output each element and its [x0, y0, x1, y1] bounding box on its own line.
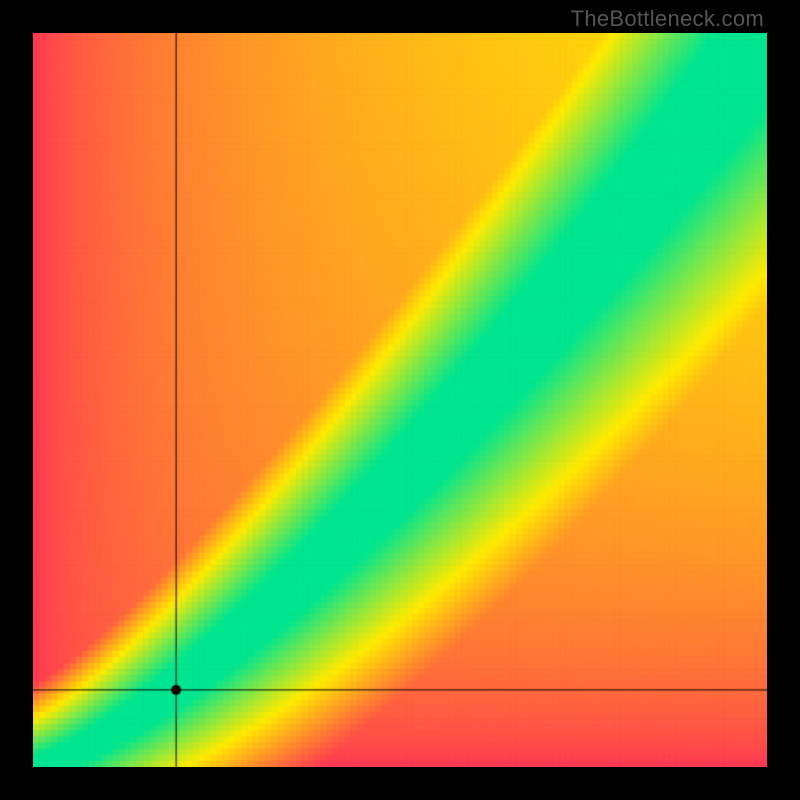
watermark-text: TheBottleneck.com — [571, 6, 764, 32]
chart-container: TheBottleneck.com — [0, 0, 800, 800]
bottleneck-heatmap — [33, 33, 767, 767]
